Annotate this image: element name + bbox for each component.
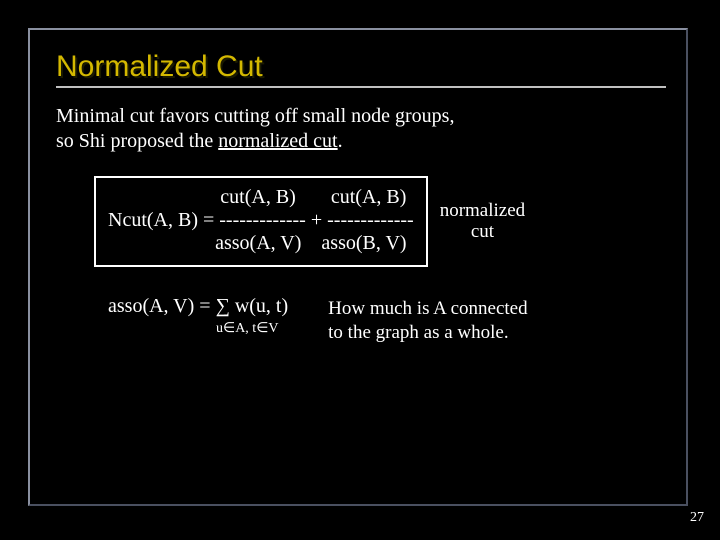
formula-numerators: cut(A, B) cut(A, B) xyxy=(108,186,414,209)
slide-title: Normalized Cut xyxy=(56,50,660,84)
intro-line1: Minimal cut favors cutting off small nod… xyxy=(56,105,454,127)
formula-side-label: normalized cut xyxy=(440,201,525,243)
asso-block: asso(A, V) = ∑ w(u, t) u∈A, t∈V How much… xyxy=(108,295,660,345)
formula-row: cut(A, B) cut(A, B) Ncut(A, B) = -------… xyxy=(94,176,660,267)
side-label-line2: cut xyxy=(471,221,494,242)
formula-denominators: asso(A, V) asso(B, V) xyxy=(108,232,414,255)
asso-desc-line1: How much is A connected xyxy=(328,298,527,319)
intro-line2-underlined: normalized cut xyxy=(218,130,337,152)
asso-description: How much is A connected to the graph as … xyxy=(328,297,527,345)
denominator-1: asso(A, V) xyxy=(215,232,301,254)
denominator-2: asso(B, V) xyxy=(321,232,406,254)
intro-line2-post: . xyxy=(338,130,343,152)
intro-line2-pre: so Shi proposed the xyxy=(56,130,218,152)
asso-subscript: u∈A, t∈V xyxy=(216,320,288,337)
title-underline-icon xyxy=(56,86,666,88)
intro-text: Minimal cut favors cutting off small nod… xyxy=(56,104,660,154)
ncut-formula-box: cut(A, B) cut(A, B) Ncut(A, B) = -------… xyxy=(94,176,428,267)
asso-desc-line2: to the graph as a whole. xyxy=(328,322,508,343)
side-label-line1: normalized xyxy=(440,200,525,221)
formula-middle-line: Ncut(A, B) = ------------- + -----------… xyxy=(108,209,414,232)
numerator-1: cut(A, B) xyxy=(220,186,296,208)
asso-equation: asso(A, V) = ∑ w(u, t) xyxy=(108,295,288,318)
slide-frame: Normalized Cut Minimal cut favors cuttin… xyxy=(28,28,688,506)
asso-definition: asso(A, V) = ∑ w(u, t) u∈A, t∈V xyxy=(108,295,288,337)
numerator-2: cut(A, B) xyxy=(331,186,407,208)
page-number: 27 xyxy=(690,510,704,526)
